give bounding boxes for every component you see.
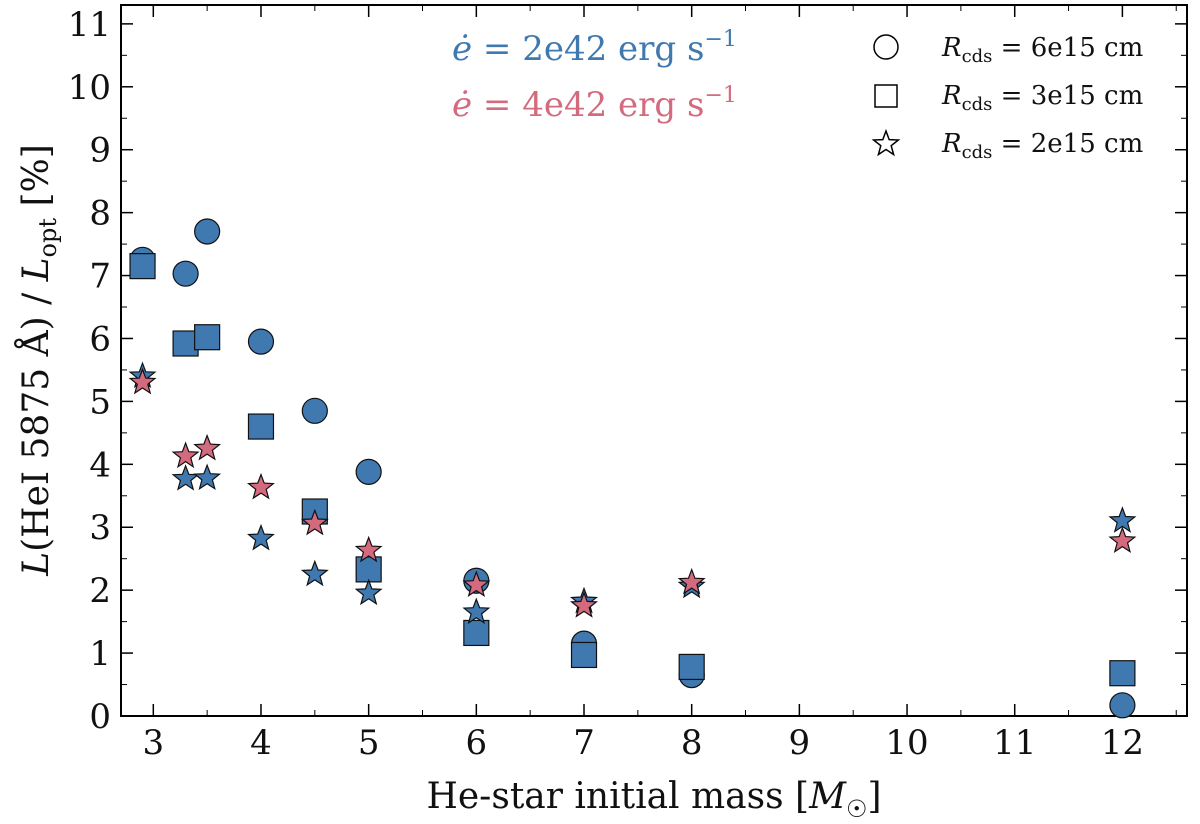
square-point [463,619,490,647]
y-tick-label: 3 [89,508,111,548]
star-point [354,578,383,606]
data-points [128,218,1137,719]
x-tick-label: 11 [993,723,1036,763]
x-tick-label: 7 [573,723,595,763]
axis-ticks [121,5,1187,717]
star-point [171,441,200,469]
legend-square-marker [874,84,898,108]
y-tick-label: 5 [89,382,111,422]
circle-point [194,218,221,245]
y-tick-label: 7 [89,257,111,297]
star-point [247,472,275,500]
legend-label-3e15: Rcds = 3e15 cm [941,81,1143,115]
x-tick-label: 3 [142,723,164,763]
legend-circle-marker [873,34,899,60]
annotation-edot-2e42: ė = 2e42 erg s−1 [452,27,737,69]
circle-point [1109,692,1136,719]
circle-point [247,328,275,355]
y-tick-label: 0 [89,697,111,737]
y-tick-label: 6 [89,319,111,359]
legend-label-6e15: Rcds = 6e15 cm [941,33,1143,67]
x-tick-label: 4 [250,723,272,763]
star-point [193,433,222,461]
legend-star-marker [871,128,901,157]
legend-label-2e15: Rcds = 2e15 cm [941,129,1143,163]
star-point [128,367,157,395]
annotation-edot-4e42: ė = 4e42 erg s−1 [452,83,737,125]
series-0-circle [129,218,1136,719]
star-point [462,597,491,625]
star-point [247,523,275,551]
circle-point [301,397,328,424]
star-point [300,559,329,587]
star-point [462,570,491,597]
square-point [355,556,382,583]
y-tick-label: 1 [89,634,111,674]
square-point [247,413,275,440]
star-point [171,464,200,491]
square-point [570,641,598,669]
star-point [677,567,706,595]
circle-point [172,260,199,287]
square-point [1109,660,1136,687]
y-tick-label: 4 [89,445,111,485]
star-point [193,463,222,491]
star-point [1108,526,1137,553]
star-point [569,591,599,618]
y-tick-label: 8 [89,194,111,234]
x-tick-label: 12 [1101,723,1144,763]
square-point [194,324,221,351]
y-axis-label: L(HeI 5875 Å) / Lopt [%] [15,144,62,577]
star-point [354,535,383,563]
y-tick-label: 11 [68,5,111,45]
x-axis-label: He-star initial mass [M☉] [426,776,881,823]
y-tick-label: 2 [89,571,111,611]
star-point [300,508,329,536]
y-tick-label: 9 [89,131,111,171]
x-tick-label: 9 [789,723,811,763]
x-tick-label: 10 [885,723,928,763]
x-tick-label: 5 [358,723,380,763]
circle-point [355,458,382,485]
series-3-star [128,367,1137,618]
x-tick-label: 8 [681,723,703,763]
series-1-square [129,253,1136,687]
legend: Rcds = 6e15 cm Rcds = 3e15 cm Rcds = 2e1… [871,33,1143,163]
y-tick-label: 10 [68,68,111,108]
square-point [678,653,705,681]
plot-frame [120,4,1188,717]
x-tick-label: 6 [466,723,488,763]
square-point [129,253,156,280]
series-2-star [128,361,1137,625]
